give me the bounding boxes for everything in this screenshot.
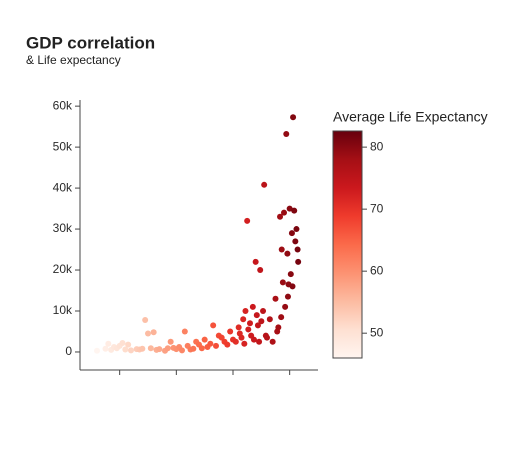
point: [287, 271, 294, 278]
point: [249, 303, 256, 310]
point: [288, 230, 295, 237]
point: [290, 114, 297, 121]
point: [119, 339, 126, 346]
y-tick-label: 20k: [53, 262, 73, 276]
point: [277, 213, 284, 220]
colorbar: [332, 130, 363, 359]
colorbar-tick-label: 60: [370, 263, 384, 277]
point: [179, 347, 185, 354]
colorbar-tick-label: 50: [370, 325, 384, 339]
point: [291, 207, 298, 214]
point: [247, 320, 253, 327]
point: [278, 246, 285, 253]
point: [147, 345, 154, 352]
point: [122, 346, 129, 353]
point: [269, 338, 276, 345]
y-tick-label: 30k: [53, 221, 73, 235]
point: [266, 316, 273, 323]
point: [227, 328, 234, 335]
point: [238, 334, 245, 341]
y-tick-label: 0: [65, 344, 72, 358]
point: [245, 326, 252, 333]
point: [125, 341, 132, 348]
y-tick-label: 40k: [53, 180, 73, 194]
point: [295, 258, 302, 265]
point: [260, 308, 267, 315]
point: [279, 279, 286, 286]
point: [261, 181, 268, 188]
point: [274, 328, 281, 335]
point: [264, 334, 270, 341]
point: [242, 308, 249, 315]
point: [250, 336, 257, 343]
point: [190, 345, 197, 352]
colorbar-tick-label: 70: [370, 201, 384, 215]
point: [232, 338, 239, 345]
point: [294, 246, 301, 253]
point: [286, 205, 293, 212]
point: [145, 330, 151, 337]
point: [258, 318, 265, 325]
point: [272, 295, 279, 302]
point: [282, 303, 289, 310]
point: [235, 324, 242, 331]
colorbar-tick-label: 80: [370, 139, 384, 153]
point: [278, 314, 285, 321]
point: [213, 342, 219, 349]
point: [240, 316, 247, 323]
point: [181, 328, 188, 335]
point: [210, 322, 217, 329]
point: [253, 312, 260, 319]
point: [257, 267, 264, 274]
point: [201, 336, 208, 343]
point: [284, 250, 291, 257]
point: [150, 329, 157, 336]
point: [292, 238, 299, 245]
y-tick-label: 60k: [53, 98, 73, 112]
point: [105, 340, 112, 347]
point: [139, 345, 146, 352]
chart-subtitle: & Life expectancy: [26, 53, 121, 67]
y-tick-label: 50k: [53, 139, 73, 153]
point: [241, 340, 248, 347]
colorbar-title: Average Life Expectancy: [333, 109, 488, 125]
point: [289, 283, 296, 290]
point: [94, 347, 100, 354]
point: [128, 347, 134, 354]
point: [156, 346, 163, 353]
point: [167, 338, 174, 345]
chart-title: GDP correlation: [26, 33, 155, 52]
point: [281, 209, 287, 216]
point: [293, 226, 300, 233]
point: [224, 341, 231, 348]
y-tick-label: 10k: [53, 303, 73, 317]
point: [256, 338, 263, 345]
point: [142, 317, 149, 324]
point: [198, 345, 205, 352]
point: [283, 131, 290, 138]
point: [254, 322, 261, 329]
point: [164, 345, 171, 352]
point: [244, 217, 251, 224]
point: [284, 293, 291, 300]
point: [252, 258, 259, 265]
point: [207, 340, 214, 347]
point: [102, 345, 109, 352]
